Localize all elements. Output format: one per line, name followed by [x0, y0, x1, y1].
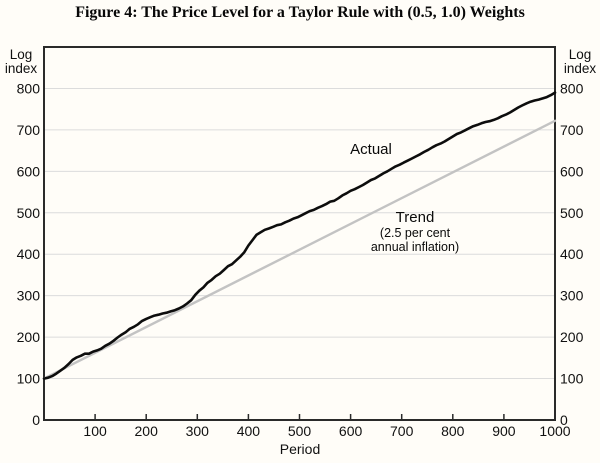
y-tick-label-left-0: 0 [32, 412, 40, 428]
y-tick-label-left-200: 200 [17, 329, 41, 345]
y-tick-label-right-600: 600 [560, 163, 584, 179]
figure-title: Figure 4: The Price Level for a Taylor R… [75, 4, 525, 21]
y-tick-label-left-500: 500 [17, 205, 41, 221]
y-tick-label-left-400: 400 [17, 246, 41, 262]
x-axis-label: Period [279, 441, 321, 457]
y-tick-label-right-200: 200 [560, 329, 584, 345]
x-tick-label-700: 700 [390, 423, 414, 439]
y-tick-label-right-500: 500 [560, 205, 584, 221]
y-tick-label-left-800: 800 [17, 80, 41, 96]
x-tick-label-300: 300 [186, 423, 210, 439]
trend-inflation-note-line2: annual inflation) [370, 240, 460, 254]
y-tick-label-left-700: 700 [17, 122, 41, 138]
x-tick-label-900: 900 [492, 423, 516, 439]
x-tick-label-1000: 1000 [539, 423, 570, 439]
y-tick-label-right-100: 100 [560, 371, 584, 387]
y-axis-unit-left: Log index [4, 47, 38, 76]
x-tick-label-800: 800 [441, 423, 465, 439]
y-tick-label-right-0: 0 [560, 412, 568, 428]
y-axis-unit-right: Log index [563, 47, 597, 76]
y-tick-label-left-600: 600 [17, 163, 41, 179]
y-tick-label-right-400: 400 [560, 246, 584, 262]
x-tick-label-200: 200 [135, 423, 159, 439]
trend-series-annotation: Trend (2.5 per cent annual inflation) [353, 209, 477, 254]
y-tick-label-right-300: 300 [560, 288, 584, 304]
y-tick-label-right-800: 800 [560, 80, 584, 96]
trend-inflation-note-line1: (2.5 per cent [379, 226, 451, 240]
plot-border [43, 46, 556, 421]
series-line-actual [42, 91, 557, 380]
y-tick-label-left-100: 100 [17, 371, 41, 387]
series-line-trend [42, 119, 557, 380]
x-tick-label-400: 400 [237, 423, 261, 439]
x-tick-label-600: 600 [339, 423, 363, 439]
y-tick-label-right-700: 700 [560, 122, 584, 138]
x-tick-label-100: 100 [83, 423, 107, 439]
x-tick-label-500: 500 [288, 423, 312, 439]
y-tick-label-left-300: 300 [17, 288, 41, 304]
trend-series-label: Trend [395, 209, 435, 226]
actual-series-label: Actual [350, 141, 392, 158]
